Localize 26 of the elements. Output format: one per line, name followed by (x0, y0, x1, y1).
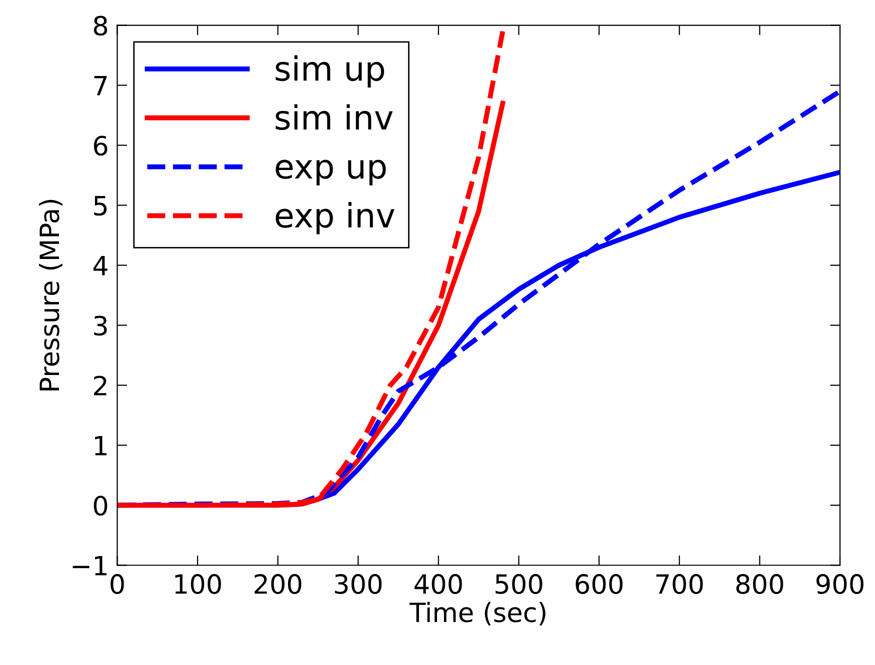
x-tick-label: 400 (414, 574, 462, 594)
x-tick-label: 300 (334, 574, 382, 594)
x-tick-label: 500 (496, 574, 542, 594)
y-tick-label: 5 (94, 196, 107, 216)
y-tick-label: 0 (94, 496, 108, 516)
legend-label: exp up (276, 160, 386, 186)
legend-label: sim up (276, 55, 384, 88)
x-tick-label: 900 (816, 574, 864, 594)
y-tick-label: 4 (93, 256, 108, 276)
y-tick-label: 1 (95, 436, 106, 456)
x-tick-label: 200 (254, 574, 302, 594)
x-tick-label: 800 (736, 574, 784, 594)
y-tick-label: 2 (94, 376, 106, 396)
x-tick-label: 600 (576, 574, 623, 594)
y-tick-label: 6 (94, 136, 108, 156)
x-tick-label: 700 (656, 574, 703, 594)
y-tick-label: 8 (94, 16, 108, 36)
y-tick-label: −1 (72, 556, 106, 576)
y-tick-label: 7 (94, 76, 107, 96)
x-tick-label: 100 (175, 574, 221, 594)
y-tick-label: 3 (94, 316, 107, 336)
y-axis-title: Pressure (MPa) (38, 200, 62, 390)
legend-label: exp inv (276, 202, 394, 234)
legend-label: sim inv (276, 104, 393, 130)
x-axis-title: Time (sec) (410, 602, 546, 626)
x-tick-label: 0 (110, 574, 124, 594)
